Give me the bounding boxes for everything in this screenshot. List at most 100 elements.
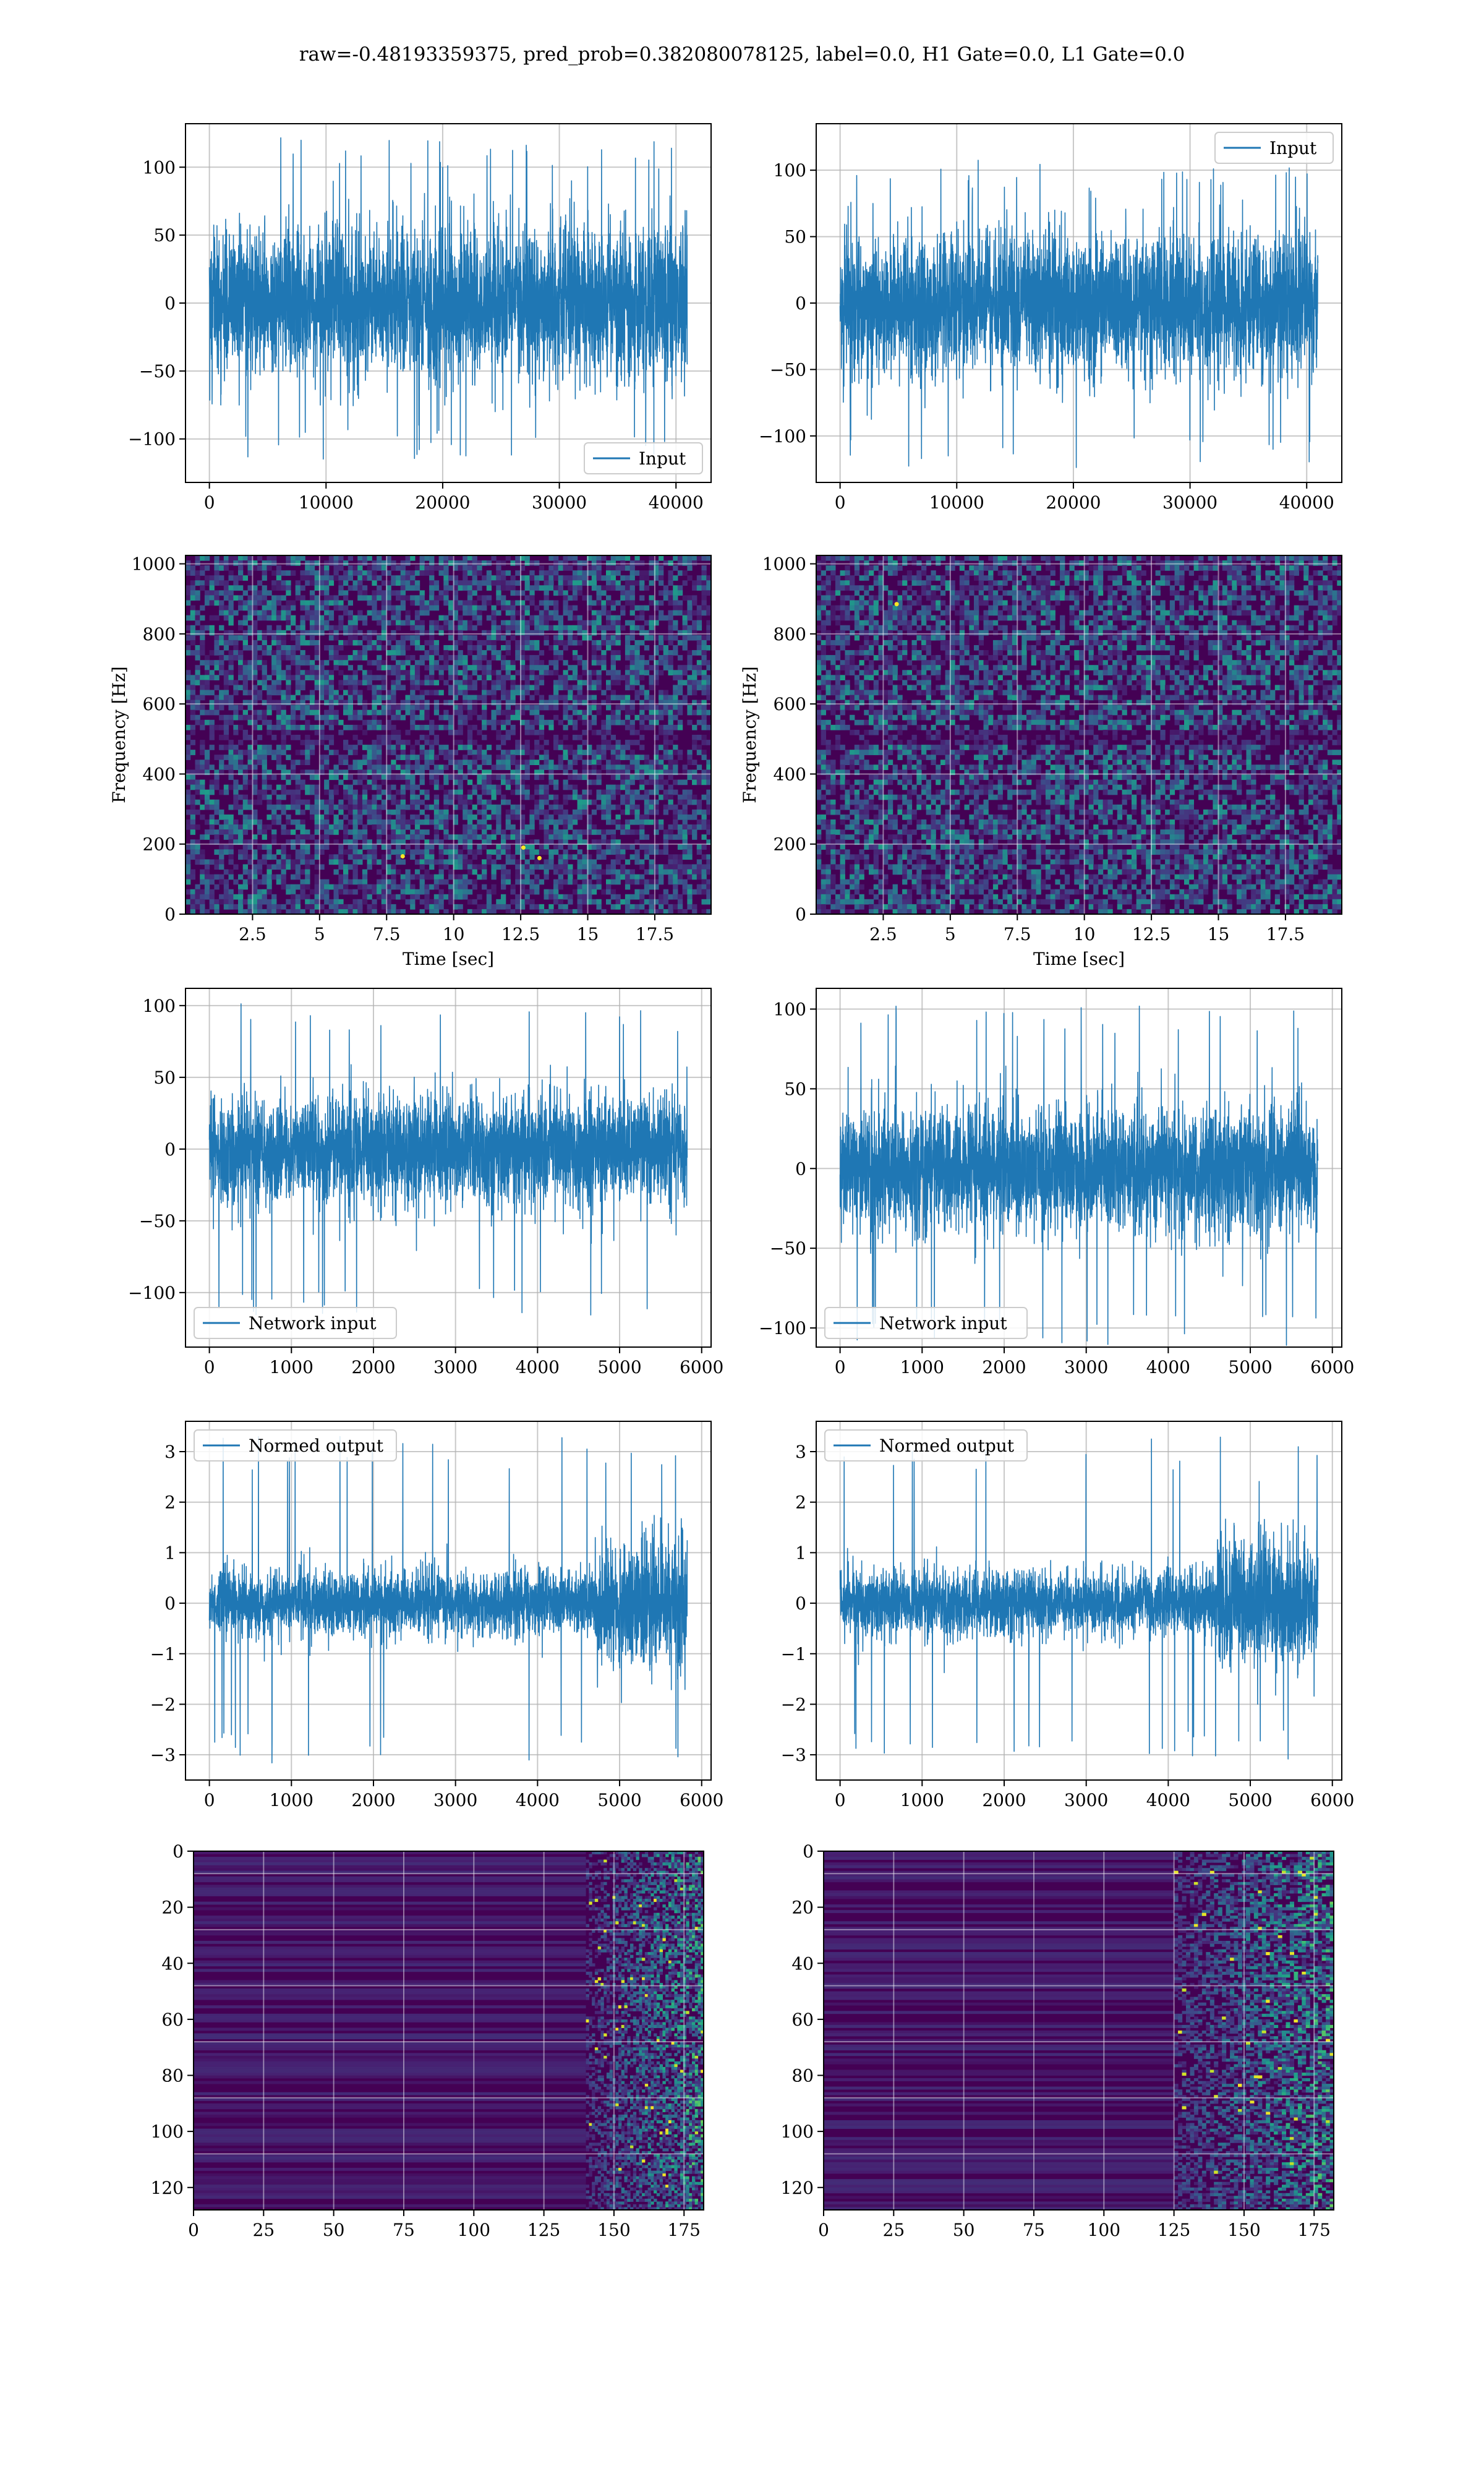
heatmap-cell bbox=[324, 760, 330, 765]
heatmap-cell bbox=[233, 680, 239, 686]
heatmap-cell bbox=[553, 590, 559, 596]
heatmap-cell bbox=[591, 760, 597, 765]
heatmap-cell bbox=[223, 630, 229, 636]
heatmap-cell bbox=[262, 745, 267, 750]
heatmap-cell bbox=[267, 899, 272, 905]
heatmap-cell bbox=[544, 794, 549, 800]
heatmap-cell bbox=[673, 904, 678, 910]
heatmap-cell bbox=[486, 859, 492, 865]
heatmap-cell bbox=[501, 655, 506, 661]
heatmap-cell bbox=[491, 580, 497, 586]
heatmap-cell bbox=[271, 809, 277, 815]
heatmap-cell bbox=[515, 814, 521, 820]
heatmap-cell bbox=[242, 849, 248, 855]
heatmap-cell bbox=[606, 889, 612, 895]
heatmap-cell bbox=[400, 585, 406, 591]
heatmap-cell bbox=[467, 724, 473, 730]
heatmap-cell bbox=[510, 854, 516, 860]
heatmap-cell bbox=[367, 819, 372, 825]
heatmap-cell bbox=[271, 630, 277, 636]
heatmap-cell bbox=[333, 769, 339, 776]
heatmap-cell bbox=[324, 709, 330, 716]
heatmap-cell bbox=[242, 864, 248, 870]
heatmap-cell bbox=[424, 700, 430, 706]
heatmap-cell bbox=[386, 635, 391, 641]
heatmap-cell bbox=[668, 655, 673, 661]
heatmap-cell bbox=[295, 665, 301, 670]
heatmap-cell bbox=[281, 640, 286, 646]
heatmap-cell bbox=[448, 600, 454, 606]
heatmap-cell bbox=[501, 635, 506, 641]
heatmap-cell bbox=[186, 735, 191, 740]
heatmap-cell bbox=[548, 585, 554, 591]
heatmap-cell bbox=[558, 809, 563, 815]
heatmap-cell bbox=[453, 834, 458, 840]
heatmap-cell bbox=[295, 635, 301, 641]
heatmap-cell bbox=[596, 760, 602, 765]
heatmap-cell bbox=[577, 864, 582, 870]
heatmap-cell bbox=[534, 879, 540, 885]
heatmap-cell bbox=[424, 854, 430, 860]
heatmap-cell bbox=[262, 774, 267, 781]
heatmap-cell bbox=[267, 690, 272, 696]
heatmap-cell bbox=[286, 859, 291, 865]
heatmap-cell bbox=[563, 675, 568, 680]
heatmap-cell bbox=[195, 615, 200, 621]
heatmap-cell bbox=[319, 769, 325, 776]
heatmap-cell bbox=[386, 745, 391, 750]
heatmap-cell bbox=[295, 864, 301, 870]
heatmap-cell bbox=[534, 729, 540, 735]
heatmap-cell bbox=[563, 555, 568, 561]
heatmap-cell bbox=[510, 859, 516, 865]
heatmap-cell bbox=[467, 789, 473, 795]
heatmap-cell bbox=[544, 909, 549, 915]
heatmap-cell bbox=[262, 750, 267, 755]
heatmap-cell bbox=[501, 605, 506, 611]
heatmap-cell bbox=[291, 829, 296, 835]
heatmap-cell bbox=[472, 665, 477, 670]
heatmap-cell bbox=[515, 844, 521, 850]
heatmap-cell bbox=[262, 650, 267, 656]
heatmap-cell bbox=[568, 695, 573, 701]
heatmap-cell bbox=[505, 665, 511, 670]
heatmap-cell bbox=[553, 909, 559, 915]
heatmap-cell bbox=[257, 760, 263, 765]
heatmap-cell bbox=[677, 680, 683, 686]
heatmap-cell bbox=[491, 640, 497, 646]
heatmap-cell bbox=[357, 585, 363, 591]
heatmap-cell bbox=[314, 610, 320, 616]
heatmap-cell bbox=[486, 719, 492, 726]
heatmap-cell bbox=[472, 575, 477, 581]
heatmap-cell bbox=[663, 585, 668, 591]
heatmap-cell bbox=[271, 560, 277, 566]
heatmap-cell bbox=[663, 899, 668, 905]
heatmap-cell bbox=[391, 650, 396, 656]
heatmap-cell bbox=[568, 894, 573, 900]
heatmap-cell bbox=[200, 570, 205, 576]
heatmap-cell bbox=[214, 884, 220, 890]
heatmap-cell bbox=[247, 760, 253, 765]
heatmap-cell bbox=[324, 700, 330, 706]
heatmap-cell bbox=[200, 779, 205, 785]
heatmap-cell bbox=[186, 600, 191, 606]
x-tick-label: 30000 bbox=[532, 492, 587, 513]
heatmap-cell bbox=[367, 640, 372, 646]
heatmap-cell bbox=[396, 670, 401, 675]
heatmap-cell bbox=[267, 774, 272, 781]
heatmap-cell bbox=[281, 690, 286, 696]
heatmap-cell bbox=[204, 655, 210, 661]
heatmap-cell bbox=[262, 610, 267, 616]
heatmap-cell bbox=[677, 909, 683, 915]
heatmap-cell bbox=[271, 580, 277, 586]
heatmap-cell bbox=[682, 645, 688, 651]
heatmap-cell bbox=[591, 570, 597, 576]
heatmap-cell bbox=[572, 794, 578, 800]
heatmap-cell bbox=[553, 585, 559, 591]
heatmap-cell bbox=[692, 690, 697, 696]
heatmap-cell bbox=[247, 854, 253, 860]
heatmap-cell bbox=[252, 660, 258, 666]
heatmap-cell bbox=[233, 635, 239, 641]
heatmap-cell bbox=[563, 700, 568, 706]
heatmap-cell bbox=[448, 834, 454, 840]
heatmap-cell bbox=[257, 655, 263, 661]
